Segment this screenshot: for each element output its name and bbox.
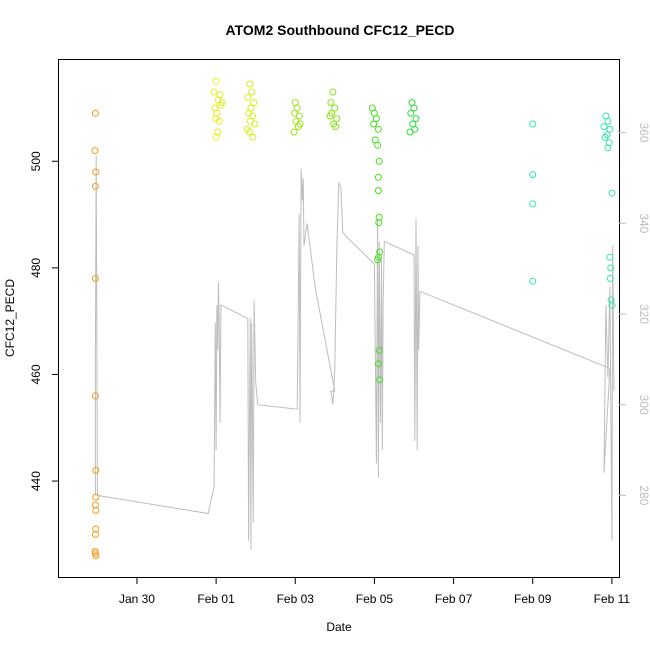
data-point	[212, 133, 220, 141]
series-line-1	[94, 155, 615, 550]
data-point	[370, 120, 378, 128]
data-point	[412, 115, 420, 123]
data-point	[92, 506, 100, 514]
x-tick-label: Feb 03	[277, 592, 315, 606]
data-point	[406, 128, 414, 136]
data-point	[604, 144, 612, 152]
x-tick-label: Feb 01	[197, 592, 235, 606]
y2-tick-label: 300	[637, 395, 650, 415]
data-point	[295, 112, 303, 120]
data-point	[608, 189, 616, 197]
data-point	[327, 99, 335, 107]
data-point	[249, 133, 257, 141]
y-tick-label: 440	[29, 471, 43, 491]
data-point	[218, 99, 226, 107]
data-point	[374, 173, 382, 181]
data-point	[244, 93, 252, 101]
data-point	[606, 275, 614, 282]
x-tick-label: Feb 07	[435, 592, 473, 606]
plot-frame	[58, 59, 620, 578]
data-point	[251, 120, 259, 128]
data-point	[213, 109, 221, 117]
data-point	[375, 347, 383, 354]
data-point	[293, 104, 301, 112]
data-point	[374, 125, 382, 133]
data-point	[374, 256, 382, 264]
data-point	[529, 200, 537, 208]
data-point	[600, 123, 608, 131]
data-point	[606, 253, 614, 261]
data-point	[296, 120, 304, 128]
data-point	[331, 104, 339, 112]
y2-tick-label: 360	[637, 123, 650, 143]
y-tick-label: 500	[29, 151, 43, 171]
data-point	[91, 275, 99, 282]
chart-title: ATOM2 Southbound CFC12_PECD	[226, 22, 455, 38]
data-point	[333, 115, 341, 123]
x-tick-label: Jan 30	[119, 592, 155, 606]
data-point	[376, 248, 384, 256]
data-point	[375, 219, 383, 227]
data-point	[91, 530, 99, 538]
data-point	[91, 147, 99, 155]
data-point	[329, 88, 337, 96]
x-tick-label: Feb 05	[356, 592, 394, 606]
data-point	[607, 264, 615, 272]
data-point	[607, 296, 615, 304]
data-point	[376, 376, 384, 384]
x-tick-label: Feb 11	[594, 592, 631, 606]
data-point	[410, 104, 418, 112]
data-point	[608, 301, 616, 309]
data-point	[212, 77, 220, 85]
data-point	[91, 182, 99, 190]
x-axis: Jan 30 Feb 01 Feb 03 Feb 05 Feb 07 Feb 09 Feb …	[119, 577, 630, 606]
data-point	[92, 493, 100, 501]
data-point	[374, 187, 382, 195]
data-point	[604, 117, 612, 125]
data-point	[375, 157, 383, 165]
x-axis-label: Date	[326, 620, 352, 634]
data-point	[91, 501, 99, 509]
y-axis-right: 280 300 320 340 360	[619, 123, 650, 506]
data-point	[606, 125, 614, 133]
data-point	[92, 466, 100, 474]
data-point	[375, 213, 383, 221]
data-point	[374, 360, 382, 368]
y-axis-left: 440 460 480 500	[29, 151, 59, 491]
y2-tick-label: 280	[637, 485, 650, 505]
data-point	[91, 109, 99, 117]
y2-tick-label: 320	[637, 304, 650, 324]
y-tick-label: 480	[29, 258, 43, 278]
data-point	[326, 112, 334, 120]
data-point	[92, 552, 100, 560]
x-tick-label: Feb 09	[514, 592, 552, 606]
y-tick-label: 460	[29, 364, 43, 384]
y2-tick-label: 340	[637, 213, 650, 233]
data-point	[243, 125, 251, 133]
data-point	[529, 120, 537, 128]
data-point	[332, 123, 340, 131]
data-point	[246, 80, 254, 88]
data-point	[529, 171, 537, 179]
plot-area	[91, 77, 616, 560]
data-point	[374, 141, 382, 149]
data-point	[210, 88, 218, 96]
data-point	[601, 133, 609, 141]
y-axis-label: CFC12_PECD	[3, 279, 17, 357]
data-point	[91, 392, 99, 400]
data-point	[529, 277, 537, 285]
data-point	[605, 139, 613, 147]
data-point	[290, 128, 298, 136]
data-point	[372, 115, 380, 123]
data-point	[92, 525, 100, 533]
data-point	[215, 117, 223, 125]
data-point	[216, 91, 224, 99]
data-point	[248, 88, 256, 96]
data-point	[407, 109, 415, 117]
data-point	[92, 168, 100, 176]
data-point	[250, 99, 258, 107]
